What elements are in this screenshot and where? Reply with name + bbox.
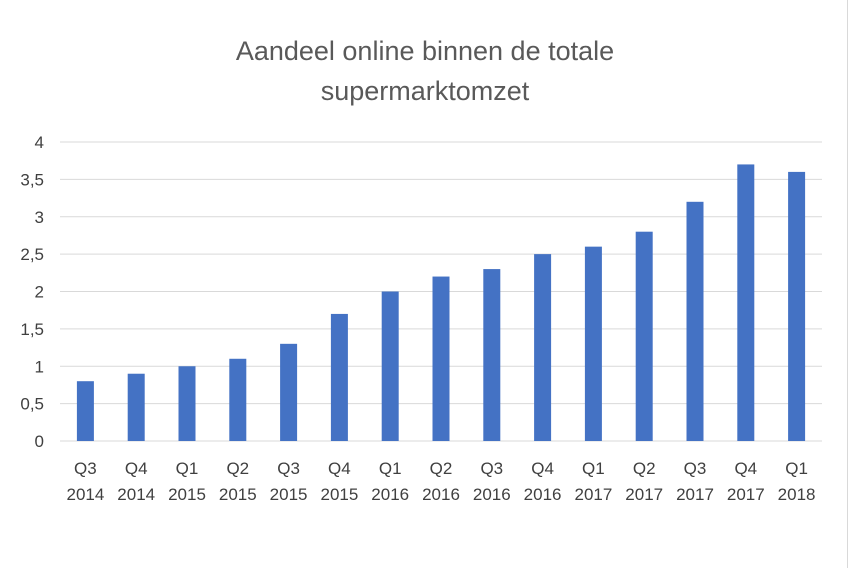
- x-tick-label: Q3: [684, 459, 707, 478]
- bar: [584, 246, 602, 441]
- x-tick-label: Q1: [582, 459, 605, 478]
- bar: [381, 291, 399, 441]
- x-tick-label-year: 2017: [625, 485, 663, 504]
- bar: [737, 164, 755, 442]
- x-tick-label: Q4: [531, 459, 554, 478]
- y-tick-label: 2: [35, 283, 44, 302]
- x-tick-label-year: 2017: [727, 485, 765, 504]
- y-tick-label: 0,5: [20, 395, 44, 414]
- y-tick-label: 3,5: [20, 170, 44, 189]
- x-tick-label: Q3: [74, 459, 97, 478]
- bar: [178, 366, 196, 441]
- chart-title-line-2: supermarktomzet: [320, 76, 530, 106]
- x-tick-label: Q1: [785, 459, 808, 478]
- x-tick-label: Q3: [277, 459, 300, 478]
- x-tick-label-year: 2014: [117, 485, 155, 504]
- x-tick-label-year: 2015: [168, 485, 206, 504]
- x-tick-label-year: 2014: [66, 485, 104, 504]
- x-tick-label-year: 2018: [778, 485, 816, 504]
- bar: [686, 201, 704, 441]
- x-tick-label-year: 2015: [320, 485, 358, 504]
- y-tick-label: 4: [35, 133, 44, 152]
- x-tick-label-year: 2017: [574, 485, 612, 504]
- x-tick-label: Q4: [125, 459, 148, 478]
- bar: [76, 381, 94, 441]
- frame-edge: [847, 0, 848, 568]
- x-tick-label: Q4: [328, 459, 351, 478]
- x-tick-label: Q1: [379, 459, 402, 478]
- chart-title-line-1: Aandeel online binnen de totale: [235, 36, 615, 66]
- bar: [483, 269, 501, 441]
- y-tick-label: 1,5: [20, 320, 44, 339]
- bar: [330, 313, 348, 441]
- y-tick-label: 1: [35, 357, 44, 376]
- x-tick-label-year: 2016: [371, 485, 409, 504]
- y-tick-label: 3: [35, 208, 44, 227]
- y-tick-label: 0: [35, 432, 44, 451]
- x-tick-label: Q2: [430, 459, 453, 478]
- x-tick-label: Q4: [734, 459, 757, 478]
- x-tick-label: Q2: [633, 459, 656, 478]
- x-tick-label: Q1: [176, 459, 199, 478]
- x-tick-label-year: 2015: [219, 485, 257, 504]
- x-tick-label: Q2: [226, 459, 249, 478]
- bar: [127, 373, 145, 441]
- x-tick-label-year: 2016: [473, 485, 511, 504]
- x-tick-label: Q3: [480, 459, 503, 478]
- bar: [229, 358, 247, 441]
- bar: [534, 254, 552, 441]
- bar: [788, 171, 806, 441]
- x-tick-label-year: 2016: [524, 485, 562, 504]
- bar: [432, 276, 450, 441]
- y-tick-label: 2,5: [20, 245, 44, 264]
- bar: [280, 343, 298, 441]
- x-tick-label-year: 2016: [422, 485, 460, 504]
- x-tick-label-year: 2017: [676, 485, 714, 504]
- bar: [635, 231, 653, 441]
- x-tick-label-year: 2015: [270, 485, 308, 504]
